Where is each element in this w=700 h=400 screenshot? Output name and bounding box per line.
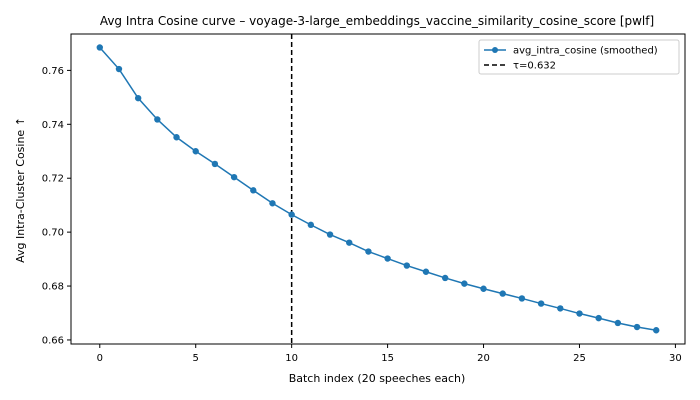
y-tick-label: 0.74: [42, 120, 64, 131]
x-tick-label: 10: [285, 353, 298, 364]
data-point: [192, 148, 199, 155]
data-point: [557, 305, 564, 312]
x-tick-label: 25: [573, 353, 586, 364]
x-tick-label: 20: [477, 353, 490, 364]
plot-area: 0 5 10 15 20 25 30 0.66 0.68 0.70 0.72 0.74 0.76: [42, 33, 686, 364]
data-point: [173, 134, 180, 141]
data-point: [307, 221, 315, 229]
legend-marker-swatch: [492, 47, 498, 53]
data-point: [230, 173, 238, 181]
data-point: [537, 300, 545, 307]
data-point: [154, 116, 161, 123]
data-point: [633, 323, 641, 331]
legend-label: avg_intra_cosine (smoothed): [513, 46, 658, 57]
x-axis-title: Batch index (20 speeches each): [289, 372, 466, 385]
data-point: [576, 310, 583, 317]
x-tick-label: 15: [381, 353, 394, 364]
data-point: [461, 280, 468, 287]
data-point: [346, 239, 353, 246]
data-point: [115, 65, 123, 73]
axes-frame: [70, 33, 686, 345]
series-line: [99, 46, 657, 331]
data-point: [595, 314, 602, 322]
x-tick-label: 30: [669, 353, 682, 364]
data-point: [441, 274, 449, 282]
chart-title: Avg Intra Cosine curve – voyage-3-large_…: [100, 14, 654, 28]
legend-box: [478, 39, 680, 75]
data-point: [96, 44, 103, 51]
data-point: [518, 295, 526, 302]
y-axis-title: Avg Intra-Cluster Cosine ↑: [14, 117, 27, 263]
data-point: [422, 268, 430, 275]
y-tick-label: 0.72: [42, 174, 64, 185]
y-tick-label: 0.76: [42, 66, 64, 77]
data-point: [269, 200, 276, 207]
data-point: [480, 285, 487, 292]
data-point: [288, 211, 295, 218]
data-point: [134, 94, 142, 102]
x-tick-label: 5: [193, 353, 199, 364]
x-tick-label: 0: [97, 353, 103, 364]
y-tick-label: 0.68: [42, 282, 64, 293]
data-point: [211, 160, 219, 168]
data-point: [403, 262, 410, 269]
data-point: [365, 248, 372, 255]
data-point: [653, 327, 660, 334]
legend-label: τ=0.632: [513, 61, 556, 72]
data-point: [499, 290, 506, 297]
data-point: [614, 319, 622, 327]
data-point: [250, 187, 257, 194]
data-point: [384, 255, 391, 262]
data-point: [326, 231, 334, 238]
y-tick-label: 0.70: [42, 228, 64, 239]
legend: avg_intra_cosine (smoothed) τ=0.632: [478, 39, 680, 75]
y-tick-label: 0.66: [42, 335, 64, 346]
